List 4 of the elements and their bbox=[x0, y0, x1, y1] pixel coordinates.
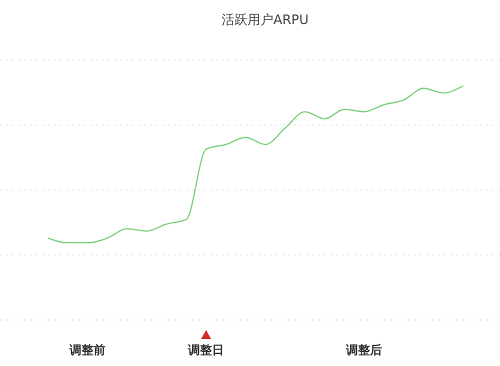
x-tick-label: 调整日 bbox=[187, 343, 224, 357]
chart-title: 活跃用户ARPU bbox=[221, 13, 309, 28]
x-tick-label: 调整后 bbox=[345, 343, 382, 357]
x-tick-label: 调整前 bbox=[68, 343, 106, 357]
